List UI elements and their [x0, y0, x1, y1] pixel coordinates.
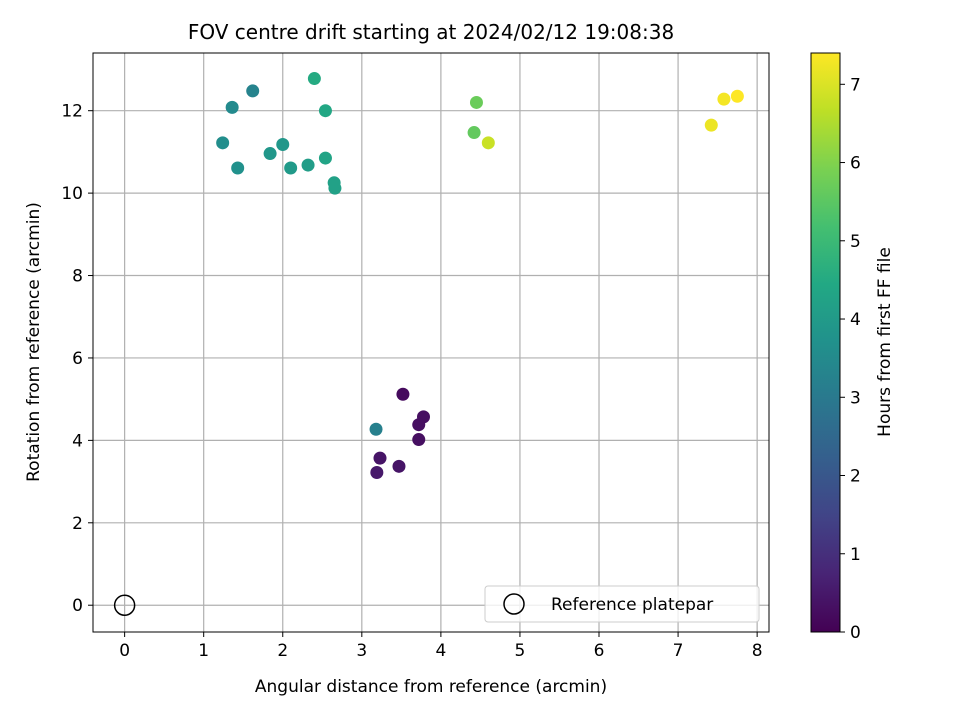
data-point	[392, 459, 406, 473]
x-tick-label: 3	[356, 641, 367, 661]
data-point	[231, 161, 245, 175]
legend-entry-reference: Reference platepar	[551, 595, 713, 615]
colorbar-tick-label: 3	[850, 388, 861, 408]
data-point	[307, 72, 321, 86]
colorbar-tick-label: 6	[850, 154, 861, 174]
plot-frame	[92, 52, 770, 633]
colorbar: 0 1 2 3 4 5 6 7 Hours from first FF file	[810, 52, 895, 643]
data-point	[246, 84, 260, 98]
data-point	[327, 176, 341, 190]
data-point	[301, 158, 315, 172]
legend-box	[484, 585, 760, 623]
data-point	[717, 92, 731, 106]
data-point	[216, 136, 230, 150]
x-tick-label: 6	[594, 641, 605, 661]
x-axis-label: Angular distance from reference (arcmin)	[255, 677, 607, 697]
data-point	[263, 147, 277, 161]
y-axis-label: Rotation from reference (arcmin)	[24, 202, 44, 482]
data-point	[412, 433, 426, 447]
y-tick-label: 6	[72, 349, 83, 369]
grid	[93, 53, 769, 632]
reference-marker	[113, 594, 136, 616]
data-point	[225, 100, 239, 114]
x-tick-label: 2	[277, 641, 288, 661]
colorbar-tick-label: 2	[850, 467, 861, 487]
y-tick-label: 0	[72, 596, 83, 616]
legend-reference-marker	[503, 593, 525, 615]
chart-title: FOV centre drift starting at 2024/02/12 …	[188, 20, 674, 44]
data-point	[396, 387, 410, 401]
y-tick-label: 10	[61, 184, 83, 204]
plot-area	[92, 52, 770, 633]
data-point	[704, 118, 718, 132]
data-point	[284, 161, 298, 175]
data-point	[481, 136, 495, 150]
colorbar-gradient	[810, 52, 841, 633]
data-point	[370, 466, 384, 480]
colorbar-label: Hours from first FF file	[875, 247, 895, 437]
y-tick-label: 2	[72, 514, 83, 534]
data-point	[373, 451, 387, 465]
x-tick-label: 1	[198, 641, 209, 661]
reference-marker-group	[113, 594, 136, 616]
colorbar-tick-label: 7	[850, 75, 861, 95]
x-tick-label: 0	[119, 641, 130, 661]
data-point	[276, 137, 290, 151]
colorbar-tick-label: 5	[850, 232, 861, 252]
data-point	[318, 104, 332, 118]
x-tick-label: 5	[515, 641, 526, 661]
colorbar-ticks: 0 1 2 3 4 5 6 7	[840, 75, 861, 643]
data-point	[467, 126, 481, 140]
colorbar-tick-label: 0	[850, 623, 861, 643]
data-point	[730, 89, 744, 103]
data-point	[369, 422, 383, 436]
y-axis-ticks: 0 2 4 6 8 10 12	[61, 102, 93, 616]
data-point	[412, 418, 426, 432]
colorbar-tick-label: 1	[850, 545, 861, 565]
legend: Reference platepar	[484, 585, 760, 623]
y-tick-label: 12	[61, 102, 83, 122]
x-tick-label: 7	[673, 641, 684, 661]
colorbar-tick-label: 4	[850, 310, 861, 330]
x-axis-ticks: 0 1 2 3 4 5 6 7 8	[119, 632, 763, 661]
x-tick-label: 8	[752, 641, 763, 661]
data-points	[216, 72, 744, 480]
x-tick-label: 4	[435, 641, 446, 661]
data-point	[318, 151, 332, 165]
y-tick-label: 4	[72, 431, 83, 451]
y-tick-label: 8	[72, 267, 83, 287]
data-point	[469, 95, 483, 109]
